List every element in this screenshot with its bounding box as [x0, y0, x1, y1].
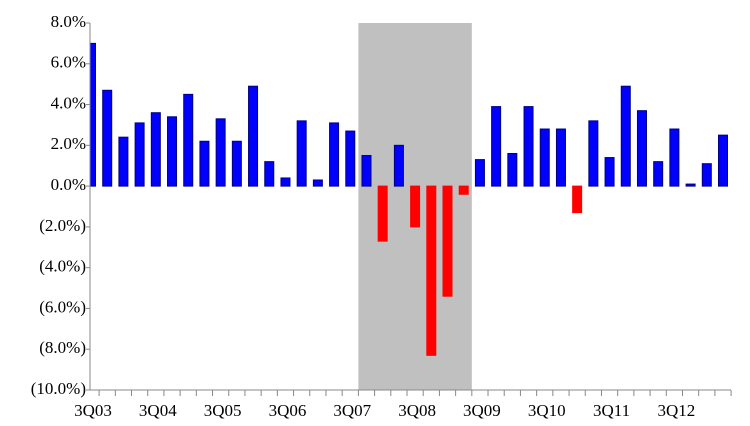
y-tick-label: 4.0%	[51, 93, 86, 112]
x-tick-label: 3Q07	[333, 401, 371, 420]
bar	[442, 185, 453, 297]
bar	[215, 118, 226, 187]
x-tick-label: 3Q06	[269, 401, 307, 420]
bar	[588, 120, 599, 187]
y-tick-label: (8.0%)	[39, 338, 86, 357]
bar	[555, 128, 566, 187]
bar	[264, 161, 275, 187]
bar	[134, 122, 145, 187]
bar	[604, 157, 615, 187]
y-tick-label: 8.0%	[51, 12, 86, 31]
bar	[685, 183, 696, 187]
bar	[312, 179, 323, 187]
x-tick-label: 3Q12	[657, 401, 695, 420]
bar	[90, 42, 96, 187]
bar	[507, 152, 518, 187]
bar	[118, 136, 129, 187]
y-tick-label: 6.0%	[51, 53, 86, 72]
bar	[491, 106, 502, 187]
bar	[102, 89, 113, 187]
bar	[167, 116, 178, 187]
bar	[718, 134, 728, 187]
y-tick-label: (4.0%)	[39, 257, 86, 276]
bar	[183, 93, 194, 187]
bar	[636, 110, 647, 187]
bar	[248, 85, 259, 187]
y-tick-label: 2.0%	[51, 134, 86, 153]
bar	[361, 155, 372, 187]
bar	[653, 161, 664, 187]
x-tick-label: 3Q10	[528, 401, 566, 420]
bar	[458, 185, 469, 195]
bar	[669, 128, 680, 187]
x-tick-label: 3Q08	[398, 401, 436, 420]
bar	[280, 177, 291, 187]
bar	[523, 106, 534, 187]
bar	[701, 163, 712, 187]
bar	[199, 140, 210, 187]
y-tick-label: (6.0%)	[39, 297, 86, 316]
y-tick-label: (10.0%)	[31, 379, 86, 398]
y-tick-label: 0.0%	[51, 175, 86, 194]
x-tick-label: 3Q11	[593, 401, 630, 420]
bar	[393, 144, 404, 187]
bar	[572, 185, 583, 214]
bar	[426, 185, 437, 356]
bar	[474, 159, 485, 187]
bar	[296, 120, 307, 187]
bar	[345, 130, 356, 187]
x-tick-label: 3Q04	[139, 401, 177, 420]
bar	[329, 122, 340, 187]
x-tick-label: 3Q09	[463, 401, 501, 420]
bar	[410, 185, 421, 228]
bar	[539, 128, 550, 187]
bar	[150, 112, 161, 187]
bar	[231, 140, 242, 187]
bar	[620, 85, 631, 187]
y-tick-label: (2.0%)	[39, 216, 86, 235]
x-tick-label: 3Q05	[204, 401, 242, 420]
x-tick-label: 3Q03	[74, 401, 112, 420]
bar	[377, 185, 388, 242]
